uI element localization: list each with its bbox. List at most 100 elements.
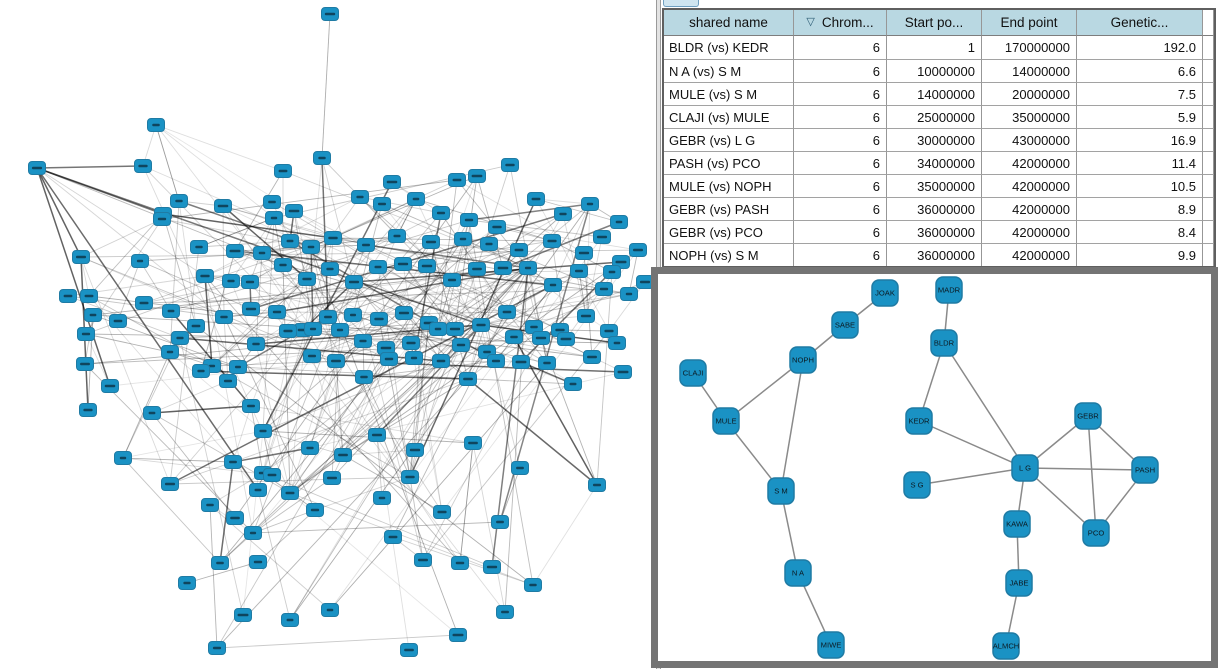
graph-node[interactable] [583,350,601,364]
graph-node[interactable] [331,323,349,337]
graph-node[interactable] [324,231,342,245]
node-shape[interactable] [1005,569,1033,597]
graph-node[interactable] [321,262,339,276]
table-cell[interactable]: 1 [887,36,982,59]
graph-node[interactable] [368,428,386,442]
graph-node[interactable] [418,259,436,273]
table-cell[interactable]: 35000000 [982,105,1077,128]
graph-node-na[interactable]: N A [784,559,812,587]
graph-node[interactable] [501,158,519,172]
graph-node-mule[interactable]: MULE [712,407,740,435]
table-cell[interactable]: 6 [794,220,887,243]
graph-node[interactable] [263,195,281,209]
node-shape[interactable] [1131,456,1159,484]
table-row[interactable]: N A (vs) S M 6 10000000 14000000 6.6 [664,59,1214,82]
filter-icon[interactable]: ▽ [806,16,815,28]
table-cell[interactable]: GEBR (vs) L G [664,128,794,151]
graph-node[interactable] [242,399,260,413]
graph-node[interactable] [190,240,208,254]
graph-node-lg[interactable]: L G [1011,454,1039,482]
graph-node[interactable] [196,269,214,283]
node-shape[interactable] [789,346,817,374]
table-cell[interactable]: 42000000 [982,197,1077,220]
graph-node[interactable] [77,327,95,341]
network-edge-NOPH-MULE[interactable] [725,359,804,422]
table-cell[interactable]: 6 [794,174,887,197]
graph-node[interactable] [524,578,542,592]
graph-node[interactable] [544,278,562,292]
node-shape[interactable] [871,279,899,307]
graph-node[interactable] [494,261,512,275]
graph-node[interactable] [224,455,242,469]
table-cell[interactable]: 11.4 [1077,151,1203,174]
column-header-genetic[interactable]: Genetic... [1077,10,1203,36]
graph-node[interactable] [241,275,259,289]
table-row[interactable]: MULE (vs) NOPH 6 35000000 42000000 10.5 [664,174,1214,197]
network-edge-SG-LG[interactable] [916,467,1026,486]
graph-node[interactable] [214,199,232,213]
table-cell[interactable]: 42000000 [982,174,1077,197]
table-cell[interactable]: 192.0 [1077,36,1203,59]
table-cell[interactable]: 6 [794,243,887,266]
graph-node[interactable] [274,258,292,272]
table-cell[interactable]: 34000000 [887,151,982,174]
table-cell[interactable]: 10000000 [887,59,982,82]
table-scrollbar-thumb[interactable] [663,0,699,7]
graph-node[interactable] [610,215,628,229]
table-row[interactable]: MULE (vs) S M 6 14000000 20000000 7.5 [664,82,1214,105]
table-cell[interactable]: 36000000 [887,220,982,243]
graph-node-almch[interactable]: ALMCH [992,632,1020,660]
graph-node[interactable] [143,406,161,420]
graph-node[interactable] [380,352,398,366]
network-edge-KEDR-LG[interactable] [918,420,1026,469]
graph-node[interactable] [512,355,530,369]
graph-node[interactable] [211,556,229,570]
graph-node[interactable] [511,461,529,475]
table-cell[interactable]: 43000000 [982,128,1077,151]
graph-node[interactable] [400,643,418,657]
table-row[interactable]: CLAJI (vs) MULE 6 25000000 35000000 5.9 [664,105,1214,128]
graph-node[interactable] [334,448,352,462]
graph-node[interactable] [226,511,244,525]
graph-node[interactable] [242,302,260,316]
node-shape[interactable] [831,311,859,339]
graph-node[interactable] [405,351,423,365]
graph-node[interactable] [281,486,299,500]
table-cell[interactable]: 10.5 [1077,174,1203,197]
graph-node[interactable] [554,207,572,221]
graph-node[interactable] [614,365,632,379]
graph-node[interactable] [80,289,98,303]
graph-node[interactable] [608,336,626,350]
table-cell[interactable]: MULE (vs) S M [664,82,794,105]
graph-node[interactable] [557,332,575,346]
network-edge-LG-PASH[interactable] [1024,467,1146,471]
table-cell[interactable]: 16.9 [1077,128,1203,151]
graph-node[interactable] [603,265,621,279]
table-cell[interactable]: GEBR (vs) PCO [664,220,794,243]
node-shape[interactable] [930,329,958,357]
graph-node[interactable] [263,468,281,482]
graph-node[interactable] [161,345,179,359]
graph-node[interactable] [268,305,286,319]
graph-node[interactable] [114,451,132,465]
table-cell[interactable]: 7.5 [1077,82,1203,105]
table-horizontal-scrollbar[interactable] [661,0,1222,8]
graph-node[interactable] [301,441,319,455]
graph-node[interactable] [373,491,391,505]
table-cell[interactable]: 25000000 [887,105,982,128]
column-header-chrom[interactable]: ▽ Chrom... [794,10,887,36]
node-shape[interactable] [1011,454,1039,482]
graph-node[interactable] [433,505,451,519]
graph-node[interactable] [109,314,127,328]
column-header-sharedname[interactable]: shared name [664,10,794,36]
graph-node[interactable] [460,213,478,227]
graph-node[interactable] [274,164,292,178]
graph-node[interactable] [446,322,464,336]
table-row[interactable]: PASH (vs) PCO 6 34000000 42000000 11.4 [664,151,1214,174]
graph-node[interactable] [406,443,424,457]
table-cell[interactable]: 6 [794,36,887,59]
graph-node[interactable] [448,173,466,187]
graph-node[interactable] [281,613,299,627]
graph-node[interactable] [79,403,97,417]
graph-node[interactable] [593,230,611,244]
